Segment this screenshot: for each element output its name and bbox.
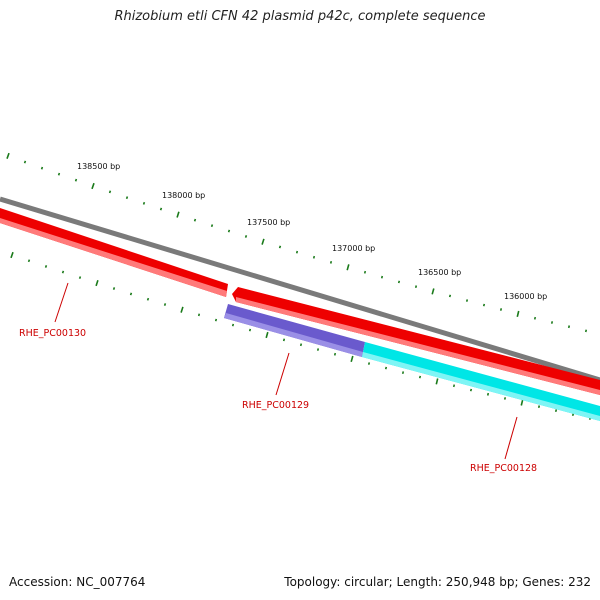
inner-tick-31 bbox=[537, 405, 541, 409]
inner-tick-14 bbox=[248, 328, 252, 332]
outer-tick-21 bbox=[363, 270, 367, 274]
outer-tick-22 bbox=[380, 275, 384, 279]
outer-tick-14 bbox=[244, 235, 248, 238]
outer-tick-33 bbox=[567, 325, 571, 329]
outer-tick-26 bbox=[448, 294, 452, 298]
outer-tick-24 bbox=[414, 285, 418, 289]
gene-rhe-pc00130-shade bbox=[0, 218, 227, 297]
inner-tick-27 bbox=[469, 388, 473, 392]
inner-tick-6 bbox=[112, 287, 116, 290]
outer-tick-32 bbox=[550, 321, 554, 324]
inner-tick-20 bbox=[350, 355, 354, 363]
inner-tick-11 bbox=[197, 313, 201, 317]
outer-tick-1 bbox=[23, 160, 27, 164]
inner-tick-19 bbox=[333, 352, 337, 356]
inner-tick-30 bbox=[520, 399, 524, 406]
outer-tick-16 bbox=[278, 245, 282, 249]
gene-label-rhe-pc00128[interactable]: RHE_PC00128 bbox=[470, 463, 537, 474]
outer-tick-4 bbox=[74, 178, 78, 182]
inner-tick-row bbox=[10, 251, 592, 420]
outer-tick-15 bbox=[261, 238, 265, 245]
scale-label-136000: 136000 bp bbox=[504, 292, 547, 301]
outer-tick-11 bbox=[193, 218, 197, 222]
gene-label-leader-rhe-pc00130 bbox=[54, 282, 69, 323]
inner-tick-15 bbox=[265, 331, 269, 339]
inner-tick-12 bbox=[214, 318, 218, 322]
map-title: Rhizobium etli CFN 42 plasmid p42c, comp… bbox=[114, 9, 486, 24]
sequence-backbone bbox=[0, 196, 600, 383]
outer-tick-20 bbox=[346, 264, 350, 271]
inner-tick-26 bbox=[452, 384, 456, 388]
inner-tick-16 bbox=[282, 338, 286, 342]
inner-tick-5 bbox=[95, 279, 99, 287]
scale-label-138000: 138000 bp bbox=[162, 191, 205, 200]
accession-text: Accession: NC_007764 bbox=[9, 575, 146, 589]
outer-tick-25 bbox=[431, 288, 435, 295]
inner-tick-4 bbox=[78, 276, 82, 279]
outer-tick-8 bbox=[142, 201, 146, 205]
inner-tick-29 bbox=[503, 397, 507, 400]
inner-tick-9 bbox=[163, 303, 167, 306]
outer-tick-28 bbox=[482, 303, 486, 307]
outer-tick-30 bbox=[516, 310, 520, 317]
inner-tick-17 bbox=[299, 343, 303, 347]
inner-tick-21 bbox=[367, 362, 371, 365]
outer-tick-31 bbox=[533, 316, 537, 320]
outer-tick-18 bbox=[312, 255, 316, 259]
gene-rhe-pc00128-shade bbox=[362, 352, 600, 421]
outer-tick-12 bbox=[210, 224, 214, 228]
scale-label-137000: 137000 bp bbox=[332, 244, 375, 253]
inner-tick-3 bbox=[61, 270, 65, 274]
inner-tick-10 bbox=[180, 306, 184, 313]
outer-tick-17 bbox=[295, 250, 299, 254]
gene-label-rhe-pc00129[interactable]: RHE_PC00129 bbox=[242, 400, 309, 411]
inner-tick-7 bbox=[129, 292, 133, 296]
inner-tick-2 bbox=[44, 265, 48, 268]
outer-tick-3 bbox=[57, 172, 61, 176]
outer-tick-row bbox=[6, 152, 588, 333]
gene-label-rhe-pc00130[interactable]: RHE_PC00130 bbox=[19, 328, 86, 339]
inner-tick-28 bbox=[486, 392, 490, 396]
topology-summary-text: Topology: circular; Length: 250,948 bp; … bbox=[284, 575, 591, 589]
inner-tick-8 bbox=[146, 297, 150, 301]
outer-tick-7 bbox=[125, 196, 129, 200]
outer-tick-5 bbox=[91, 182, 95, 190]
inner-tick-1 bbox=[27, 259, 31, 263]
outer-tick-6 bbox=[108, 190, 112, 194]
inner-tick-24 bbox=[418, 375, 422, 379]
scale-label-136500: 136500 bp bbox=[418, 268, 461, 277]
outer-tick-34 bbox=[584, 329, 588, 333]
inner-tick-32 bbox=[554, 409, 558, 413]
inner-tick-23 bbox=[401, 371, 405, 374]
gene-label-leader-rhe-pc00128 bbox=[504, 416, 518, 460]
scale-label-137500: 137500 bp bbox=[247, 218, 290, 227]
outer-tick-9 bbox=[159, 207, 163, 211]
outer-tick-23 bbox=[397, 280, 401, 284]
outer-tick-19 bbox=[329, 260, 333, 264]
gene-rhe-pc00129-shade bbox=[224, 313, 363, 357]
outer-tick-29 bbox=[499, 308, 503, 311]
inner-tick-18 bbox=[316, 348, 320, 351]
inner-tick-25 bbox=[435, 378, 439, 385]
outer-tick-10 bbox=[176, 211, 180, 218]
outer-tick-13 bbox=[227, 229, 231, 233]
inner-tick-22 bbox=[384, 366, 388, 370]
inner-tick-0 bbox=[10, 251, 14, 259]
outer-tick-2 bbox=[40, 166, 44, 170]
outer-tick-0 bbox=[6, 152, 10, 159]
outer-tick-27 bbox=[465, 299, 469, 302]
gene-forward-band-shade bbox=[236, 297, 600, 395]
gene-label-leader-rhe-pc00129 bbox=[275, 352, 290, 396]
scale-label-138500: 138500 bp bbox=[77, 162, 120, 171]
inner-tick-13 bbox=[231, 323, 235, 327]
inner-tick-33 bbox=[571, 413, 575, 417]
